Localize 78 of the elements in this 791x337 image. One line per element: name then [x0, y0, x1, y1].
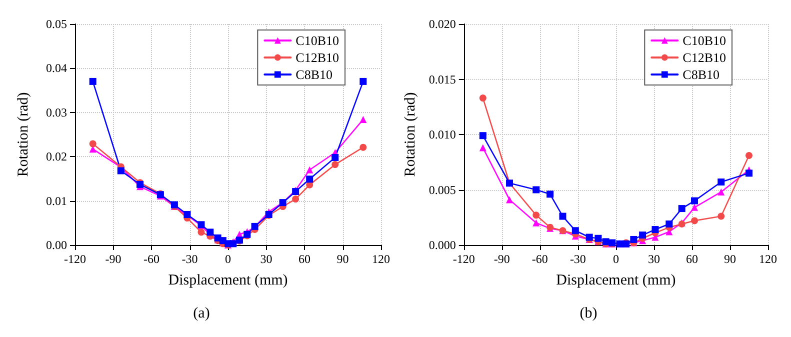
point: [479, 94, 486, 102]
x-tick-label: 0: [225, 252, 231, 266]
y-tick-label: 0.04: [46, 61, 67, 76]
y-tick-label: 0.02: [46, 150, 67, 164]
x-tick-label: 90: [724, 252, 736, 266]
legend-label: C12B10: [296, 50, 339, 65]
x-axis-title: Displacement (mm): [168, 272, 288, 288]
x-tick-label: -90: [105, 252, 122, 266]
x-tick-label: 120: [372, 252, 390, 266]
y-tick-label: 0.005: [428, 182, 456, 197]
point: [479, 132, 486, 140]
point: [746, 152, 752, 159]
legend-label: C8B10: [296, 67, 332, 82]
point: [718, 188, 725, 196]
y-tick-label: 0.00: [46, 238, 67, 252]
text: (b): [580, 306, 598, 322]
point: [559, 212, 566, 220]
point: [639, 232, 646, 239]
x-axis-title: Displacement (mm): [556, 272, 676, 288]
point: [332, 161, 339, 168]
point: [718, 212, 725, 220]
point: [718, 178, 725, 186]
point: [479, 144, 486, 152]
y-tick-label: 0.020: [428, 17, 456, 31]
point: [206, 228, 214, 236]
point: [89, 140, 96, 148]
y-tick-label: 0.000: [428, 238, 456, 252]
point: [506, 196, 514, 204]
point: [360, 144, 367, 151]
point: [691, 204, 698, 211]
point: [691, 217, 698, 224]
x-tick-label: 30: [260, 252, 272, 266]
x-tick-label: 0: [612, 252, 619, 266]
y-tick-label: 0.015: [428, 72, 456, 86]
point: [360, 116, 367, 123]
x-tick-label: -60: [144, 252, 160, 266]
legend-label: C10B10: [296, 33, 339, 48]
x-tick-label: -30: [570, 252, 586, 266]
y-axis-title: Rotation (rad): [16, 92, 32, 177]
point: [678, 205, 686, 212]
x-tick-label: -60: [532, 252, 548, 266]
point: [666, 220, 673, 228]
x-tick-label: -120: [64, 252, 86, 266]
point: [117, 167, 124, 174]
point: [532, 212, 540, 219]
text: (a): [193, 306, 210, 322]
point: [532, 186, 540, 194]
point: [546, 190, 554, 198]
y-tick-label: 0.01: [46, 194, 67, 208]
point: [630, 236, 638, 243]
x-tick-label: 30: [648, 252, 660, 266]
x-tick-label: 120: [759, 252, 777, 266]
point: [89, 78, 96, 85]
point: [306, 166, 314, 174]
y-axis-title: Rotation (rad): [402, 92, 418, 177]
point: [652, 226, 659, 234]
point: [306, 176, 314, 183]
x-tick-label: -90: [494, 252, 510, 266]
y-tick-label: 0.010: [428, 128, 456, 142]
point: [745, 170, 752, 177]
x-tick-label: 60: [298, 252, 310, 266]
point: [292, 196, 300, 203]
point: [691, 197, 698, 204]
legend-label: C12B10: [682, 50, 726, 65]
point: [332, 154, 339, 161]
point: [532, 219, 540, 226]
point: [594, 234, 602, 242]
point: [360, 78, 367, 85]
point: [572, 227, 579, 234]
x-tick-label: 60: [686, 252, 698, 266]
x-tick-label: 90: [336, 252, 349, 266]
x-tick-label: -120: [452, 252, 475, 266]
legend-label: C8B10: [682, 67, 720, 82]
y-tick-label: 0.05: [46, 17, 67, 31]
point: [198, 228, 205, 236]
x-tick-label: -30: [182, 252, 198, 266]
y-tick-label: 0.03: [46, 105, 67, 120]
legend-label: C10B10: [682, 33, 726, 48]
